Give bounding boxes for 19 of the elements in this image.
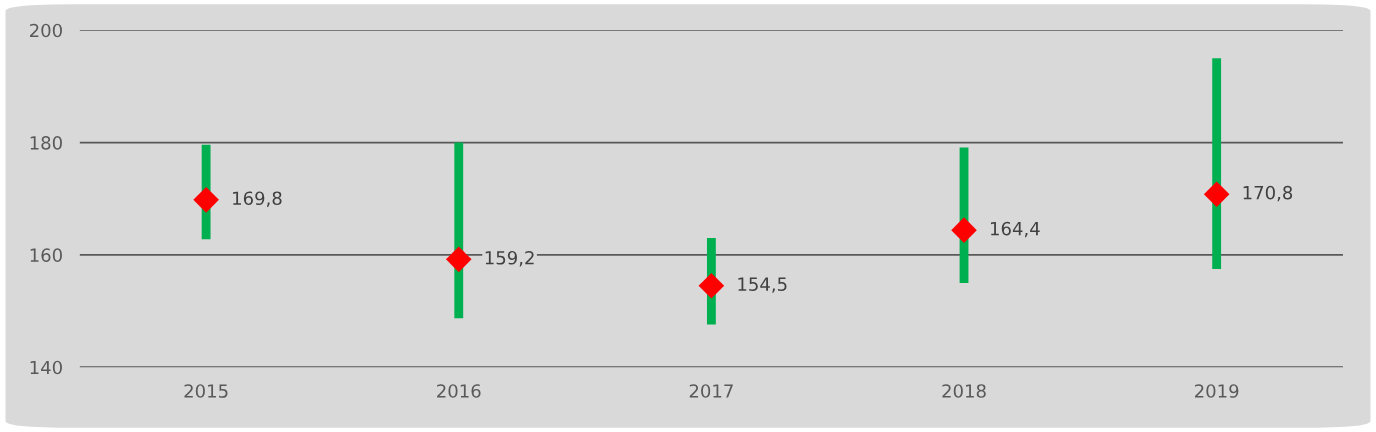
point xyxy=(1203,181,1230,208)
x-tick-label: 2016 xyxy=(437,384,481,398)
point xyxy=(193,187,219,213)
x-tick-label: 2015 xyxy=(184,384,228,398)
y-tick-label: 140 xyxy=(30,360,62,375)
x-tick-label: 2019 xyxy=(1195,384,1239,398)
data-label: 169,8 xyxy=(233,191,282,207)
x-tick-label: 2017 xyxy=(689,384,733,398)
x-tick-label: 2018 xyxy=(942,384,986,398)
point xyxy=(951,217,977,243)
data-label: 154,5 xyxy=(738,277,787,293)
y-tick-label: 160 xyxy=(30,248,62,262)
y-tick-label: 200 xyxy=(30,23,62,38)
data-label: 159,2 xyxy=(485,250,534,267)
data-label: 170,8 xyxy=(1243,185,1293,202)
point xyxy=(445,246,472,273)
point xyxy=(698,272,725,299)
y-tick-label: 180 xyxy=(30,136,62,150)
data-label: 164,4 xyxy=(991,221,1040,238)
